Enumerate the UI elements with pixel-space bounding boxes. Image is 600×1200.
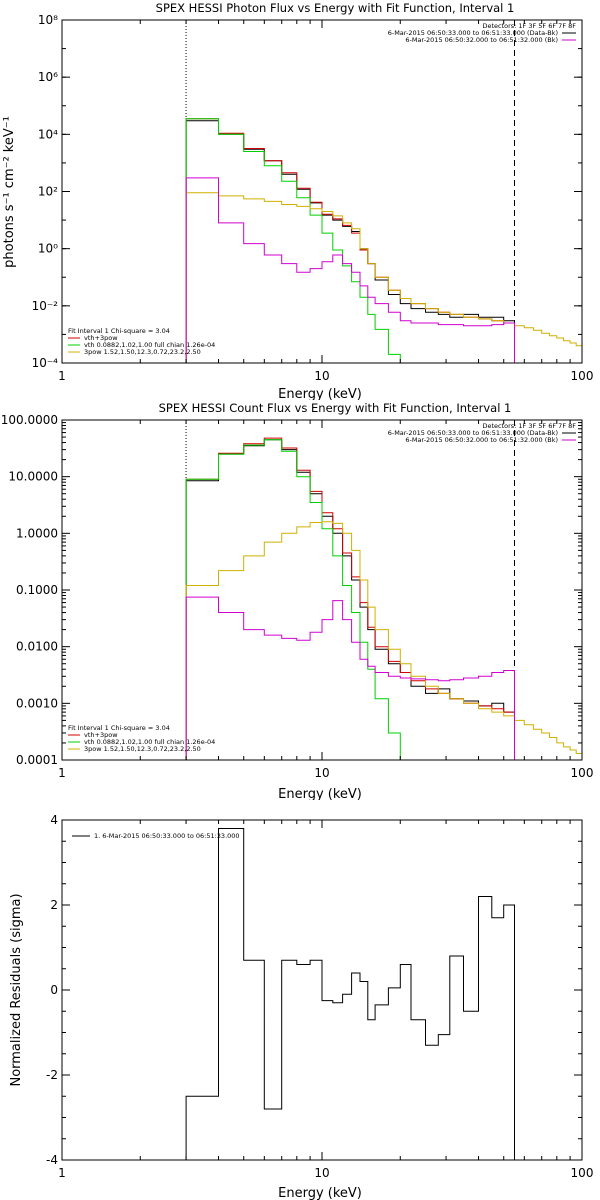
y-tick-label: 4 <box>50 813 58 827</box>
legend-entry-label: 1. 6-Mar-2015 06:50:33.000 to 06:51:33.0… <box>94 832 240 840</box>
y-axis-label: photons s⁻¹ cm⁻² keV⁻¹ <box>2 116 17 268</box>
count-flux-chart: SPEX HESSI Count Flux vs Energy with Fit… <box>1 401 594 800</box>
legend: Detectors: 1F 3F 5F 6F 7F 8F6-Mar-2015 0… <box>68 422 576 753</box>
x-axis-label: Energy (keV) <box>278 787 362 800</box>
series-data-bk <box>185 120 515 363</box>
y-tick-label: -2 <box>46 1068 58 1082</box>
series-3pow <box>185 192 582 363</box>
y-tick-label: 10.0000 <box>8 470 58 484</box>
series-vth <box>185 118 411 363</box>
fit-legend-entry-label: 3pow 1.52,1.50,12.3,0.72,23.2,2.50 <box>84 348 201 356</box>
x-tick-label: 1 <box>58 369 66 383</box>
axes-layer: 1 10 100 0.0001 0.0010 0.0100 0.1000 1.0000 10.0… <box>1 413 594 780</box>
x-tick-label: 1 <box>58 1166 66 1180</box>
y-tick-label: 0.0100 <box>16 640 58 654</box>
fit-legend-header: Fit Interval 1 Chi-square = 3.04 <box>68 327 170 335</box>
legend-header: Detectors: 1F 3F 5F 6F 7F 8F <box>482 422 576 430</box>
y-tick-label: 2 <box>50 898 58 912</box>
series-group <box>185 420 582 760</box>
photon-flux-chart: SPEX HESSI Photon Flux vs Energy with Fi… <box>2 1 594 400</box>
plot-data-layer <box>185 828 515 1160</box>
y-tick-label: 100.0000 <box>1 413 58 427</box>
legend: 1. 6-Mar-2015 06:50:33.000 to 06:51:33.0… <box>72 832 240 840</box>
y-tick-label: 0.0010 <box>16 696 58 710</box>
x-tick-label: 100 <box>571 766 594 780</box>
y-tick-label: 1.0000 <box>16 526 58 540</box>
series-group <box>185 20 582 363</box>
series-group <box>185 828 515 1160</box>
fit-legend-entry-label: 3pow 1.52,1.50,12.3,0.72,23.2,2.50 <box>84 745 201 753</box>
plot-data-layer <box>185 20 582 363</box>
series-vth <box>185 439 411 760</box>
y-tick-label: 0 <box>50 983 58 997</box>
y-tick-label: 10⁴ <box>38 127 58 141</box>
legend: Detectors: 1F 3F 5F 6F 7F 8F6-Mar-2015 0… <box>68 22 576 356</box>
y-tick-label: -4 <box>46 1153 58 1167</box>
y-axis-label: Normalized Residuals (sigma) <box>9 893 24 1086</box>
y-tick-label: 10⁰ <box>38 242 58 256</box>
fit-legend-header: Fit Interval 1 Chi-square = 3.04 <box>68 724 170 732</box>
series-1 <box>185 828 515 1160</box>
legend-entry-label: 6-Mar-2015 06:50:32.000 to 06:51:32.000 … <box>405 36 558 44</box>
x-tick-label: 1 <box>58 766 66 780</box>
fit-legend-entry-label: vth 0.0882,1.02,1.00 full chian 1.26e-04 <box>84 738 215 746</box>
y-tick-label: 10⁸ <box>38 13 58 27</box>
series-data-bk <box>185 439 515 760</box>
legend-entry-label: 6-Mar-2015 06:50:32.000 to 06:51:32.000 … <box>405 436 558 444</box>
series-bk <box>185 596 515 760</box>
y-tick-label: 10⁶ <box>38 70 58 84</box>
axes-layer: 1 10 100 10⁻⁴ 10⁻² 10⁰ 10² 10⁴ 10⁶ 10⁸ <box>32 13 594 383</box>
y-tick-label: 10² <box>38 185 58 199</box>
x-tick-label: 100 <box>571 369 594 383</box>
legend-header: Detectors: 1F 3F 5F 6F 7F 8F <box>482 22 576 30</box>
series-3pow <box>185 521 582 760</box>
x-axis-label: Energy (keV) <box>278 387 362 400</box>
chart-title: SPEX HESSI Photon Flux vs Energy with Fi… <box>156 1 515 15</box>
x-tick-label: 10 <box>314 766 329 780</box>
residuals-chart: 1 10 100 -4 -2 0 2 4 Normalized Residuals (sigm… <box>9 813 593 1200</box>
plot-frame <box>61 19 583 364</box>
x-tick-label: 10 <box>314 369 329 383</box>
x-tick-label: 100 <box>571 1166 594 1180</box>
series-vth-3pow <box>185 437 515 760</box>
series-vth-3pow <box>185 118 515 363</box>
fit-legend-entry-label: vth 0.0882,1.02,1.00 full chian 1.26e-04 <box>84 341 215 349</box>
y-tick-label: 10⁻⁴ <box>32 356 59 370</box>
fit-legend-entry-label: vth+3pow <box>84 731 118 739</box>
plot-data-layer <box>185 420 582 760</box>
x-axis-label: Energy (keV) <box>278 1186 362 1200</box>
chart-title: SPEX HESSI Count Flux vs Energy with Fit… <box>159 401 512 415</box>
legend-entry-label: 6-Mar-2015 06:50:33.000 to 06:51:33.000 … <box>388 429 558 437</box>
axes-layer: 1 10 100 -4 -2 0 2 4 <box>46 813 593 1180</box>
legend-entry-label: 6-Mar-2015 06:50:33.000 to 06:51:33.000 … <box>388 29 558 37</box>
fit-legend-entry-label: vth+3pow <box>84 334 118 342</box>
y-tick-label: 10⁻² <box>32 299 59 313</box>
series-bk <box>185 177 515 363</box>
y-tick-label: 0.0001 <box>16 753 58 767</box>
y-tick-label: 0.1000 <box>16 583 58 597</box>
x-tick-label: 10 <box>314 1166 329 1180</box>
